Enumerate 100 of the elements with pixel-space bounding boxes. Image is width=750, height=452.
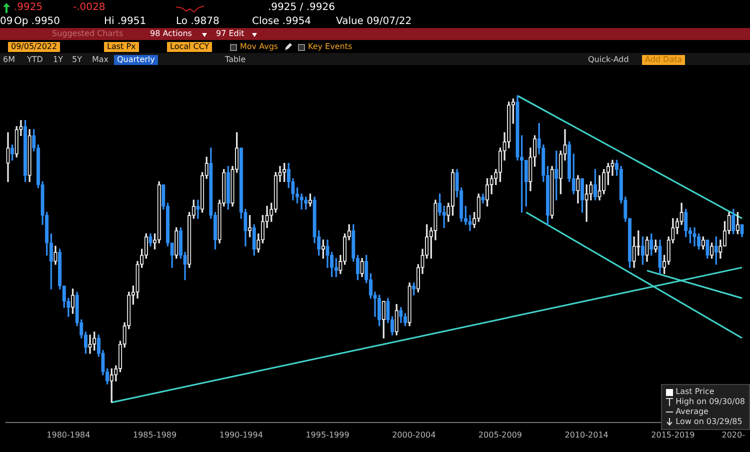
text: Op .9950 — [14, 16, 60, 28]
text: Value 09/07/22 — [336, 16, 412, 28]
candlestick — [204, 156, 208, 179]
candlestick — [434, 200, 438, 240]
text: Low on 03/29/85 — [676, 417, 742, 427]
candlestick — [170, 242, 174, 268]
x-tick-label: 1980-1984 — [46, 430, 90, 440]
x-tick-label: 1990-1994 — [219, 430, 263, 440]
candlestick — [732, 208, 736, 234]
text: Last Px — [104, 42, 139, 52]
candlestick — [394, 304, 398, 336]
candlestick — [152, 233, 157, 250]
candlestick — [542, 144, 546, 182]
candlestick — [226, 166, 230, 210]
text: 6M — [3, 55, 15, 65]
text: Table — [225, 55, 246, 65]
text: Suggested Charts — [52, 29, 124, 39]
candlestick — [507, 102, 511, 148]
text: Quick-Add — [588, 55, 629, 65]
text: 98 Actions — [150, 29, 192, 39]
text: 09/05/2022 — [8, 42, 60, 52]
candlestick — [645, 236, 649, 262]
text: -.0028 — [73, 2, 106, 14]
candlestick — [598, 175, 602, 200]
candlestick — [516, 95, 520, 160]
candlestick — [377, 294, 382, 326]
candlestick — [714, 236, 718, 265]
candlestick — [736, 212, 740, 234]
candlestick — [408, 282, 412, 326]
text: Key Events — [308, 42, 352, 52]
candlestick — [476, 194, 480, 222]
text: Last Price — [676, 387, 714, 397]
candlestick — [710, 242, 714, 259]
candlestick — [300, 194, 304, 210]
text: Max — [92, 55, 109, 65]
candlestick — [174, 227, 178, 259]
candlestick — [334, 258, 338, 278]
candlestick — [494, 169, 498, 186]
candlestick — [468, 215, 472, 232]
candlestick — [593, 169, 598, 200]
candlestick — [576, 175, 580, 204]
candlestick — [136, 261, 140, 299]
candlestick — [602, 169, 606, 194]
x-tick-label: 2000-2004 — [392, 430, 436, 440]
candlestick — [706, 240, 710, 259]
text: Add Data — [642, 55, 686, 65]
candlestick — [412, 282, 416, 296]
text: Local CCY — [167, 42, 212, 52]
candlestick — [282, 162, 286, 182]
candlestick — [671, 218, 675, 244]
text: Hi .9951 — [104, 16, 146, 28]
candlestick — [567, 141, 572, 182]
candlestick — [558, 150, 562, 194]
candlestick — [6, 132, 10, 182]
candlestick — [697, 233, 701, 250]
candlestick — [640, 236, 645, 265]
candlestick — [148, 233, 152, 246]
candlestick — [472, 212, 476, 228]
candlestick — [360, 258, 364, 278]
x-tick-label: 2020- — [722, 430, 746, 440]
candlestick — [23, 120, 28, 182]
text: .9925 / .9926 — [268, 2, 335, 14]
candlestick — [584, 184, 588, 222]
text: 5Y — [72, 55, 82, 65]
candlestick — [701, 236, 705, 250]
candlestick — [684, 208, 688, 238]
text: Mov Avgs — [240, 42, 278, 52]
candlestick — [200, 172, 204, 213]
candlestick — [19, 120, 23, 136]
candlestick — [511, 98, 515, 124]
x-tick-label: 2015-2019 — [651, 430, 695, 440]
candlestick — [666, 236, 670, 265]
candlestick — [28, 129, 32, 182]
candlestick — [632, 236, 636, 268]
x-tick-label: 2010-2014 — [564, 430, 608, 440]
candlestick — [658, 240, 662, 274]
candlestick — [619, 166, 623, 204]
candlestick — [580, 178, 584, 213]
candlestick — [84, 332, 88, 354]
text: Average — [676, 407, 708, 417]
candlestick — [10, 144, 14, 160]
candlestick — [563, 129, 567, 160]
candlestick — [88, 334, 92, 354]
x-tick-label: 1985-1989 — [132, 430, 177, 440]
candlestick — [550, 166, 554, 219]
text: 97 Edit — [216, 29, 244, 39]
candlestick — [692, 227, 696, 246]
candlestick — [92, 332, 96, 351]
candlestick — [54, 246, 58, 265]
candlestick — [196, 200, 200, 219]
candlestick — [14, 126, 18, 158]
candlestick — [321, 240, 326, 259]
text: 09 — [0, 16, 13, 28]
candlestick — [252, 224, 256, 256]
candlestick — [157, 181, 161, 244]
candlestick — [554, 150, 558, 200]
candlestick — [256, 233, 260, 253]
text: Quarterly — [114, 55, 158, 65]
candlestick — [308, 194, 312, 207]
candlestick — [481, 194, 485, 204]
